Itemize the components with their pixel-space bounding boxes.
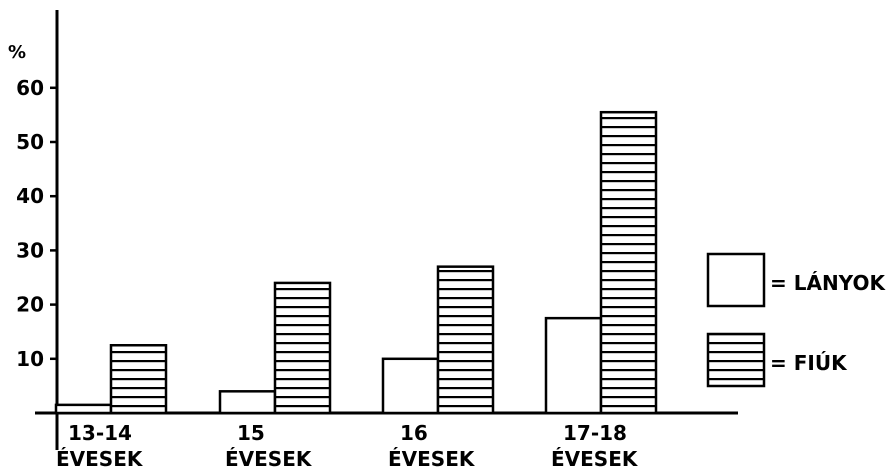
- legend-item-lanyok: = LÁNYOK: [706, 252, 886, 308]
- bar-fiuk: [273, 281, 332, 415]
- category-label-value: 16: [400, 421, 428, 445]
- legend-label-fiuk: = FIÚK: [770, 351, 848, 375]
- y-tick-label: 40: [16, 184, 44, 208]
- legend-item-fiuk: = FIÚK: [706, 332, 848, 388]
- category-label-unit: ÉVESEK: [388, 447, 476, 470]
- bar-fiuk: [109, 344, 168, 415]
- legend-label-lanyok: = LÁNYOK: [770, 271, 886, 295]
- y-axis: % 10 20 30 40 50 60: [8, 10, 59, 450]
- y-axis-unit-label: %: [8, 42, 26, 63]
- category-label-unit: ÉVESEK: [56, 447, 144, 470]
- y-tick-label: 20: [16, 293, 44, 317]
- legend-swatch-fiuk: [706, 332, 766, 388]
- y-tick-label: 60: [16, 76, 44, 100]
- bar-lanyok: [381, 357, 440, 415]
- y-tick-label: 10: [16, 347, 44, 371]
- category-label-value: 15: [237, 421, 265, 445]
- bar-fiuk: [599, 110, 658, 415]
- bar-lanyok: [218, 390, 277, 415]
- bar-fiuk: [436, 265, 495, 415]
- category-label-value: 13-14: [68, 421, 132, 445]
- bar-lanyok: [544, 316, 603, 415]
- category-label-unit: ÉVESEK: [225, 447, 313, 470]
- legend: = LÁNYOK = FIÚK: [706, 252, 886, 388]
- y-tick-label: 30: [16, 238, 44, 262]
- legend-swatch-lanyok: [706, 252, 766, 308]
- category-label-unit: ÉVESEK: [551, 447, 639, 470]
- category-label-value: 17-18: [563, 421, 627, 445]
- bars-group: [54, 110, 658, 415]
- bar-lanyok: [54, 403, 113, 415]
- y-tick-label: 50: [16, 130, 44, 154]
